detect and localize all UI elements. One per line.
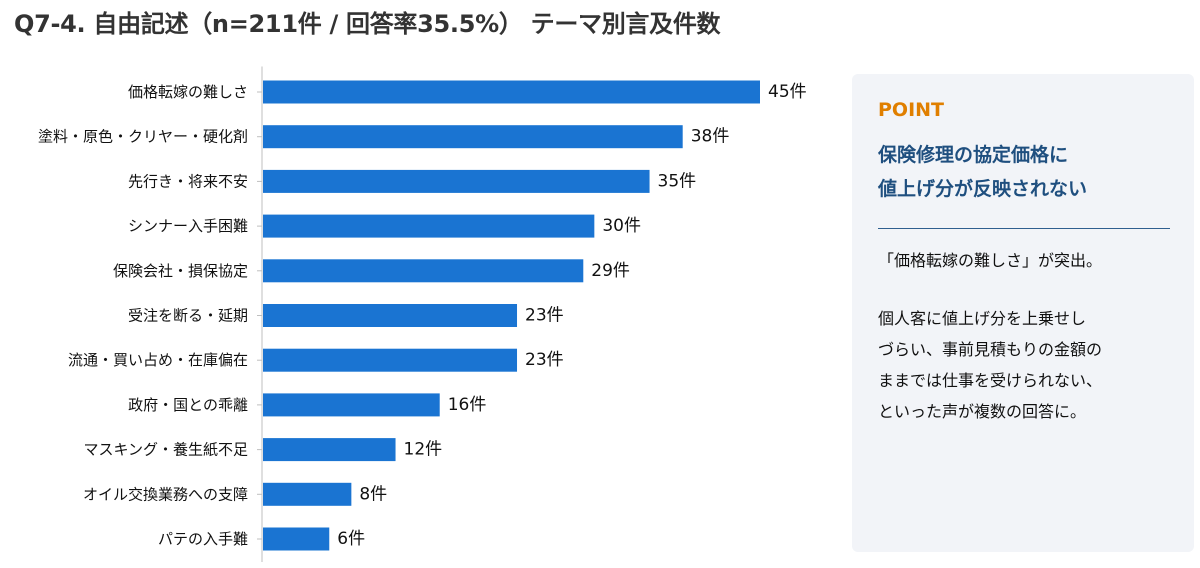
data-label: 38件 [691, 127, 730, 147]
bar [263, 169, 650, 193]
point-body-line: といった声が複数の回答に。 [878, 402, 1087, 421]
data-label: 45件 [768, 82, 807, 102]
category-label: 受注を断る・延期 [128, 307, 248, 325]
bar [263, 304, 518, 327]
data-label: 29件 [591, 261, 630, 281]
category-label: マスキング・養生紙不足 [83, 441, 248, 459]
bar [263, 348, 518, 372]
category-label: 保険会社・損保協定 [113, 262, 248, 280]
category-label: シンナー入手困難 [128, 217, 248, 235]
category-label: 先行き・将来不安 [128, 172, 248, 190]
point-tag: POINT [878, 99, 945, 121]
data-label: 35件 [658, 171, 697, 191]
point-body: 個人客に値上げ分を上乗せし づらい、事前見積もりの金額の ままでは仕事を受けられ… [878, 303, 1170, 427]
data-label: 23件 [525, 350, 564, 370]
point-divider [878, 228, 1170, 229]
bar [263, 527, 330, 551]
category-label: 政府・国との乖離 [128, 396, 248, 414]
point-body-line: づらい、事前見積もりの金額の [878, 340, 1103, 359]
category-label: オイル交換業務への支障 [83, 485, 248, 503]
chart-title: Q7-4. 自由記述（n=211件 / 回答率35.5%） テーマ別言及件数 [14, 10, 721, 38]
category-label: 流通・買い占め・在庫偏在 [68, 351, 248, 369]
bar [263, 438, 396, 462]
bar [263, 125, 683, 149]
data-label: 30件 [602, 216, 641, 236]
data-label: 6件 [337, 529, 365, 549]
bar [263, 214, 595, 238]
point-lead: 「価格転嫁の難しさ」が突出。 [878, 251, 1103, 270]
bar [263, 259, 584, 283]
data-label: 16件 [448, 395, 487, 415]
bar [263, 482, 352, 506]
data-label: 12件 [404, 440, 443, 460]
point-headline: 保険修理の協定価格に 値上げ分が反映されない [878, 138, 1170, 206]
category-label: 価格転嫁の難しさ [128, 83, 248, 101]
bar [263, 80, 760, 104]
point-body-line: ままでは仕事を受けられない、 [878, 371, 1103, 390]
point-panel: POINT 保険修理の協定価格に 値上げ分が反映されない 「価格転嫁の難しさ」が… [852, 74, 1194, 552]
point-headline-line: 保険修理の協定価格に [878, 144, 1069, 166]
category-label: パテの入手難 [158, 530, 248, 548]
data-label: 8件 [359, 484, 387, 504]
bar [263, 393, 440, 417]
data-label: 23件 [525, 306, 564, 326]
point-body-line: 個人客に値上げ分を上乗せし [878, 309, 1087, 328]
category-label: 塗料・原色・クリヤー・硬化剤 [38, 128, 248, 146]
point-headline-line: 値上げ分が反映されない [878, 178, 1088, 200]
